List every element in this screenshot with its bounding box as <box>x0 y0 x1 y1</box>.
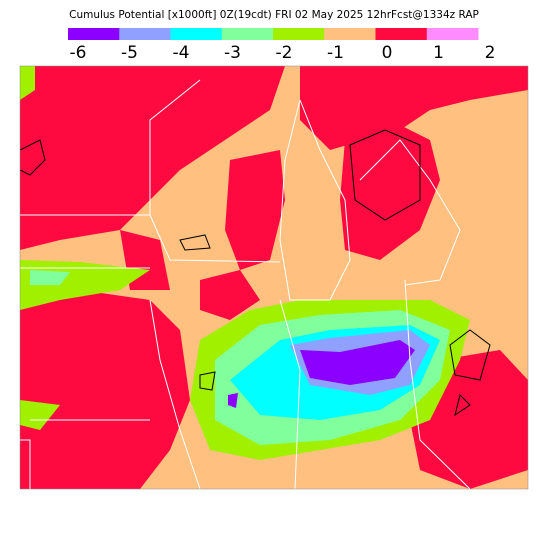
map-frame <box>19 65 529 490</box>
colorbar-swatch <box>324 28 376 40</box>
colorbar-label: -3 <box>224 43 241 63</box>
colorbar-label: -4 <box>173 43 190 63</box>
colorbar-swatch <box>273 28 325 40</box>
contours <box>20 129 491 417</box>
state-borders <box>20 79 471 489</box>
colorbar-label: -6 <box>70 43 87 63</box>
colorbar: -6 -5 -4 -3 -2 -1 0 1 2 <box>68 28 495 63</box>
colorbar-swatch <box>221 28 274 40</box>
colorbar-swatch <box>119 28 171 40</box>
colorbar-swatch <box>375 28 428 40</box>
colorbar-label: -5 <box>121 43 138 63</box>
map-title: Cumulus Potential [x1000ft] 0Z(19cdt) FR… <box>69 9 479 21</box>
colorbar-label: -1 <box>327 43 344 63</box>
colorbar-label: 0 <box>382 43 393 63</box>
purple-region <box>228 340 415 408</box>
colorbar-label: 1 <box>433 43 444 63</box>
colorbar-label: -2 <box>276 43 293 63</box>
colorbar-label: 2 <box>485 43 496 63</box>
colorbar-swatch <box>170 28 223 40</box>
colorbar-swatch <box>426 28 479 40</box>
map <box>19 65 529 490</box>
red-region <box>20 66 528 489</box>
colorbar-swatch <box>68 28 120 40</box>
